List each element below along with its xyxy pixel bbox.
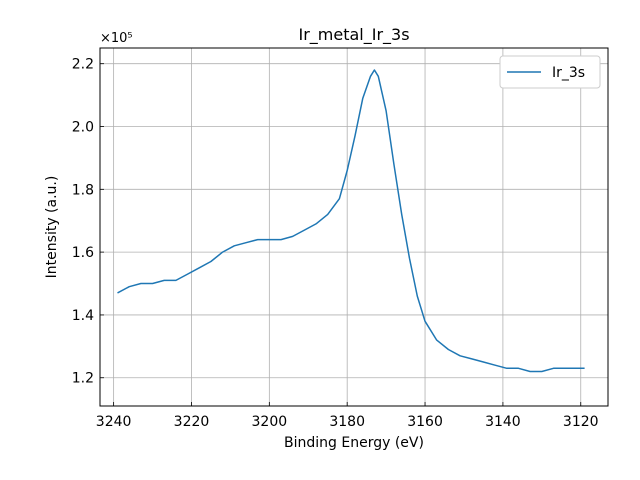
y-axis-label: Intensity (a.u.) [44, 176, 60, 279]
x-tick-label: 3240 [96, 414, 132, 430]
x-tick-label: 3160 [407, 414, 443, 430]
x-tick-label: 3180 [329, 414, 365, 430]
y-tick-label: 1.8 [72, 182, 94, 198]
legend-label: Ir_3s [552, 65, 585, 81]
chart-title: Ir_metal_Ir_3s [298, 25, 409, 45]
y-tick-label: 1.6 [72, 245, 94, 261]
y-multiplier-label: ×10⁵ [100, 31, 133, 46]
series-line-Ir_3s [117, 69, 585, 373]
y-tick-label: 2.0 [72, 120, 94, 136]
x-tick-label: 3220 [174, 414, 210, 430]
plot-area [117, 69, 585, 373]
x-tick-label: 3120 [563, 414, 599, 430]
x-axis-label: Binding Energy (eV) [284, 435, 424, 451]
x-tick-label: 3140 [485, 414, 521, 430]
legend: Ir_3s [499, 55, 601, 89]
legend-box [499, 55, 601, 89]
plot-frame [99, 47, 609, 407]
y-tick-label: 2.2 [72, 57, 94, 73]
y-tick-label: 1.2 [72, 371, 94, 387]
x-tick-label: 3200 [252, 414, 288, 430]
y-tick-label: 1.4 [72, 308, 94, 324]
axis-ticks: 3240 3220 3200 3180 3160 3140 3120 1.2 1.4 1.6 1.8… [72, 57, 599, 430]
grid [100, 48, 608, 406]
